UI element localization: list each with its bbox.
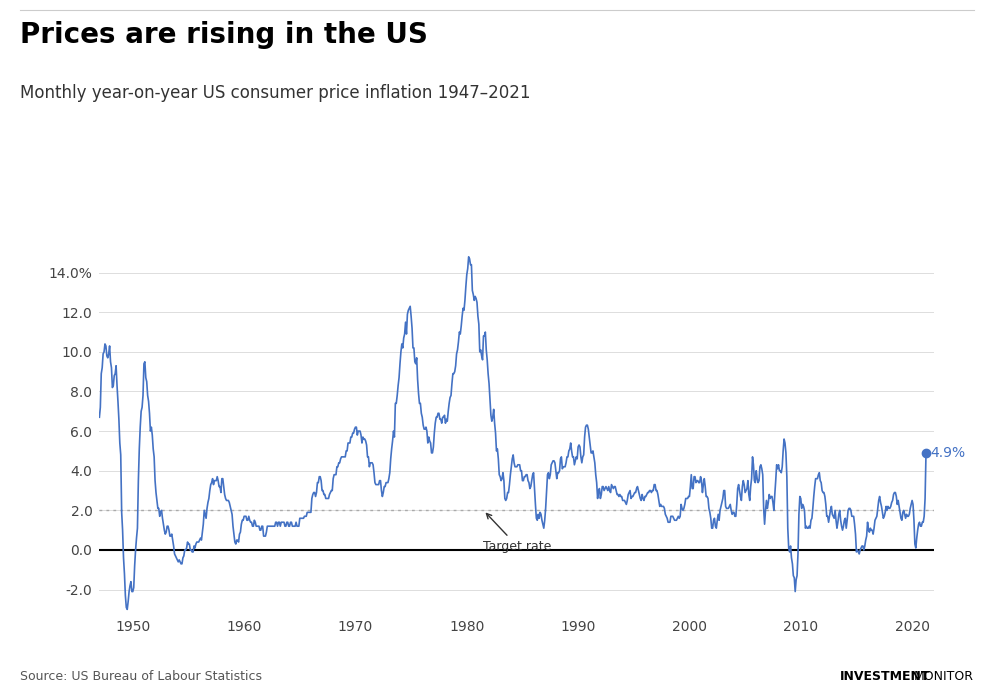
Text: Source: US Bureau of Labour Statistics: Source: US Bureau of Labour Statistics	[20, 670, 261, 683]
Text: MONITOR: MONITOR	[914, 670, 974, 683]
Text: 4.9%: 4.9%	[930, 446, 965, 460]
Text: INVESTMENT: INVESTMENT	[840, 670, 930, 683]
Text: Target rate: Target rate	[483, 514, 552, 553]
Text: Prices are rising in the US: Prices are rising in the US	[20, 21, 427, 49]
Text: Monthly year-on-year US consumer price inflation 1947–2021: Monthly year-on-year US consumer price i…	[20, 84, 531, 102]
